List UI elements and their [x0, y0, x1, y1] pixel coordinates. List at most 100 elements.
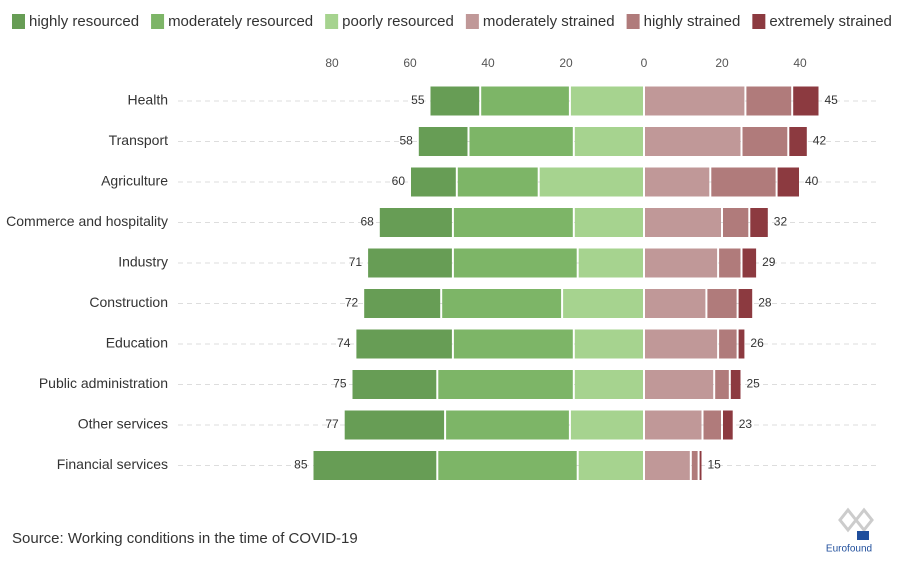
- bar-segment: [715, 370, 729, 399]
- bar-segment: [691, 451, 698, 480]
- x-tick-label: 40: [481, 56, 495, 70]
- bar-segment: [574, 208, 643, 237]
- bar-segment: [738, 329, 745, 359]
- bar-segment: [411, 167, 456, 197]
- bar-segment: [777, 167, 799, 197]
- legend-swatch: [12, 14, 25, 29]
- bar-segment: [645, 167, 710, 197]
- bar-segment: [453, 248, 577, 278]
- legend-swatch: [465, 14, 479, 29]
- x-tick-label: 40: [793, 56, 807, 70]
- total-label: 23: [739, 417, 753, 431]
- total-label: 25: [747, 377, 761, 391]
- bar-segment: [645, 86, 745, 116]
- bar-segment: [574, 329, 643, 359]
- bar-segment: [645, 451, 690, 480]
- bar-segment: [719, 329, 737, 359]
- y-tick-label: Public administration: [39, 375, 168, 391]
- bar-segment: [469, 127, 573, 156]
- total-label: 42: [813, 134, 827, 148]
- logo-text: Eurofound: [826, 544, 872, 555]
- legend-label: highly strained: [644, 13, 741, 30]
- total-label: 68: [360, 215, 374, 229]
- bar-segment: [645, 370, 714, 399]
- bar-segment: [793, 86, 819, 116]
- bar-segment: [379, 208, 452, 237]
- bar-segment: [430, 86, 480, 116]
- bar-segment: [723, 208, 749, 237]
- y-tick-label: Other services: [78, 416, 168, 432]
- source: Source: Working conditions in the time o…: [12, 530, 358, 547]
- total-label: 55: [411, 93, 425, 107]
- bar-segment: [574, 370, 643, 399]
- bar-segment: [711, 167, 776, 197]
- bar-segment: [446, 410, 569, 440]
- total-label: 58: [399, 134, 413, 148]
- total-label: 75: [333, 377, 347, 391]
- legend-label: extremely strained: [769, 13, 892, 30]
- total-label: 60: [392, 174, 406, 188]
- x-tick-label: 20: [715, 56, 729, 70]
- y-tick-label: Health: [128, 92, 168, 108]
- bar-segment: [457, 167, 538, 197]
- bar-segment: [645, 248, 718, 278]
- logo-icon: [838, 507, 874, 540]
- legend-label: moderately resourced: [168, 13, 313, 30]
- y-tick-label: Transport: [109, 132, 169, 148]
- bar-segment: [578, 248, 643, 278]
- bar-segment: [481, 86, 569, 116]
- bar-segment: [703, 410, 721, 440]
- bar-segment: [645, 289, 706, 318]
- bar-segment: [645, 329, 718, 359]
- total-label: 74: [337, 336, 351, 350]
- legend-label: poorly resourced: [342, 13, 454, 30]
- bar-segment: [364, 289, 441, 318]
- total-label: 28: [758, 296, 772, 310]
- x-tick-label: 20: [559, 56, 573, 70]
- bar-segment: [699, 451, 702, 480]
- bar-segment: [563, 289, 643, 318]
- legend-label: moderately strained: [483, 13, 615, 30]
- bar-segment: [438, 370, 573, 399]
- bar-segment: [418, 127, 468, 156]
- bar-segment: [738, 289, 753, 318]
- legend-swatch: [626, 14, 640, 29]
- total-label: 85: [294, 458, 308, 472]
- bar-segment: [719, 248, 741, 278]
- bar-segment: [742, 127, 788, 156]
- bar-segment: [730, 370, 741, 399]
- bar-segment: [313, 451, 437, 480]
- legend-swatch: [752, 14, 766, 29]
- bar-segment: [356, 329, 452, 359]
- bar-segment: [645, 127, 741, 156]
- x-tick-label: 60: [403, 56, 417, 70]
- bar-segment: [570, 410, 643, 440]
- legend-swatch: [325, 14, 339, 29]
- bar-segment: [645, 410, 702, 440]
- y-tick-label: Agriculture: [101, 173, 168, 189]
- bar-segment: [746, 86, 792, 116]
- bar-segment: [750, 208, 768, 237]
- bar-segment: [453, 329, 573, 359]
- total-label: 71: [349, 255, 363, 269]
- y-tick-label: Industry: [118, 254, 168, 270]
- bar-segment: [344, 410, 445, 440]
- legend-swatch: [151, 14, 165, 29]
- bar-segment: [368, 248, 452, 278]
- bar-segment: [707, 289, 737, 318]
- total-label: 77: [325, 417, 339, 431]
- bar-segment: [789, 127, 807, 156]
- total-label: 29: [762, 255, 776, 269]
- total-label: 32: [774, 215, 788, 229]
- total-label: 45: [825, 93, 839, 107]
- bar-segment: [539, 167, 643, 197]
- bar-segment: [438, 451, 577, 480]
- y-tick-label: Construction: [89, 294, 168, 310]
- x-tick-label: 0: [641, 56, 648, 70]
- bar-segment: [453, 208, 573, 237]
- bar-segment: [352, 370, 437, 399]
- y-tick-label: Financial services: [57, 456, 168, 472]
- bar-segment: [574, 127, 643, 156]
- total-label: 72: [345, 296, 359, 310]
